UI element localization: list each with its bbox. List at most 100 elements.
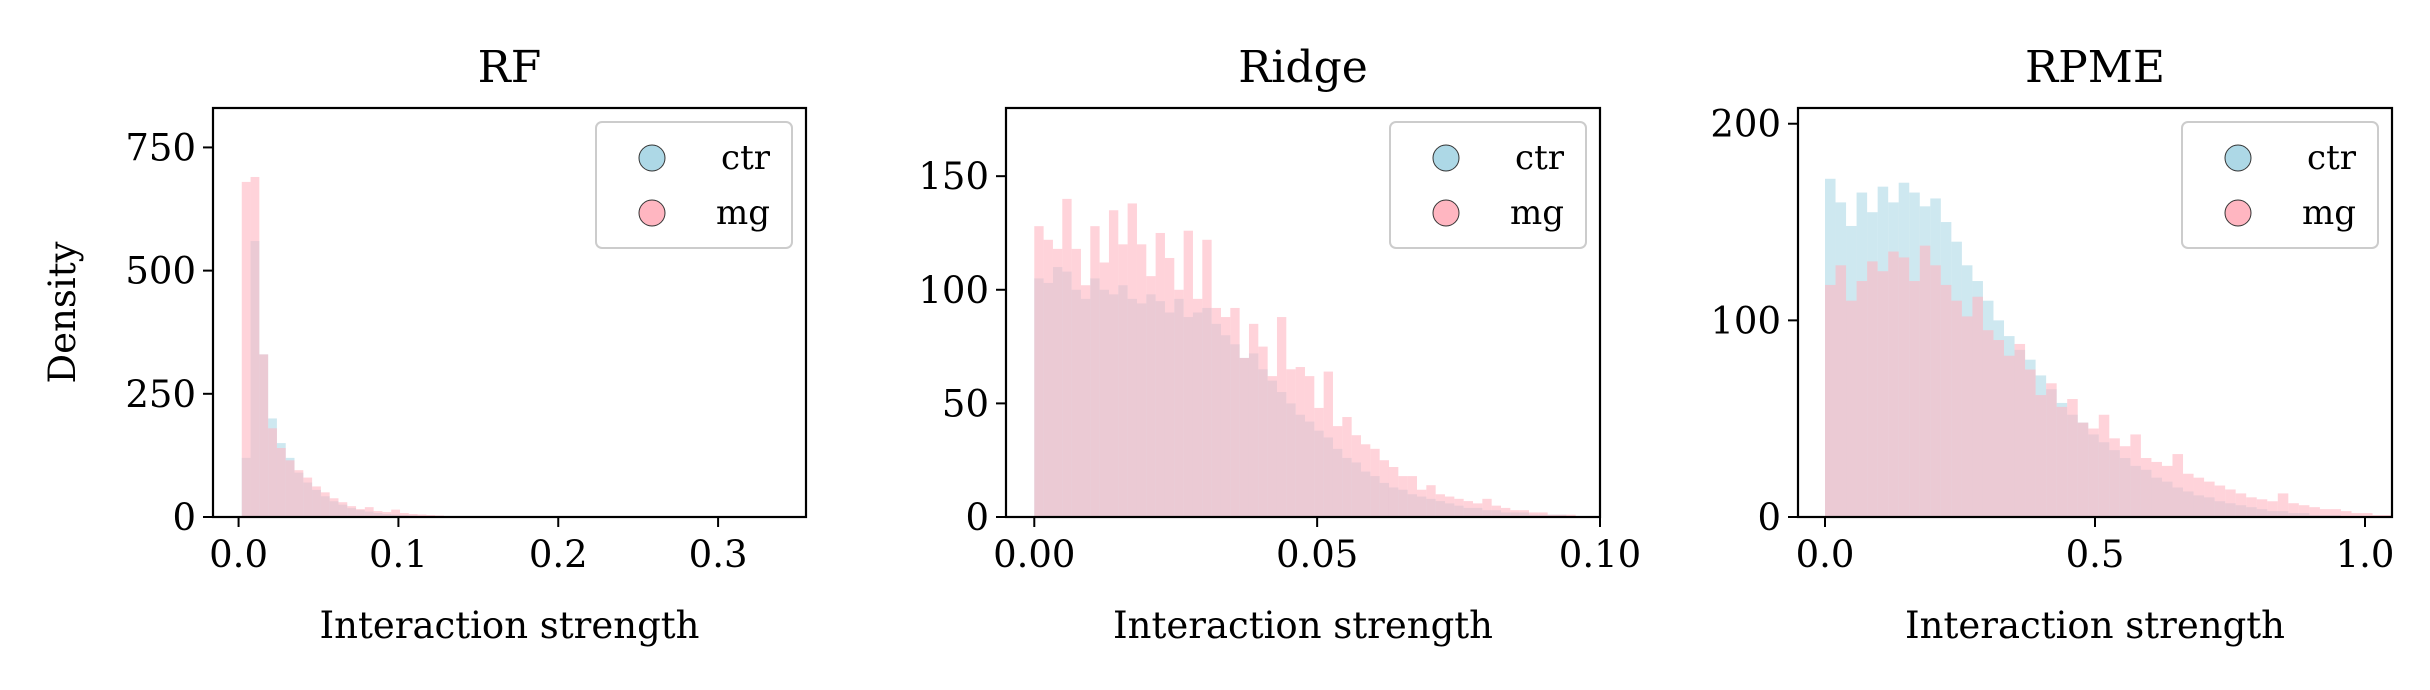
legend: ctr mg bbox=[2181, 121, 2379, 249]
bar-mg bbox=[1314, 407, 1324, 517]
x-tick-label: 0.05 bbox=[1276, 533, 1358, 576]
legend-label-ctr: ctr bbox=[721, 138, 771, 178]
bar-mg bbox=[1286, 369, 1296, 517]
chart-title: RF bbox=[478, 42, 542, 93]
bar-mg bbox=[2088, 428, 2099, 517]
bar-mg bbox=[2056, 406, 2068, 517]
legend: ctr mg bbox=[1389, 121, 1587, 249]
bar-mg bbox=[1052, 248, 1063, 517]
bar-mg bbox=[1080, 285, 1091, 517]
bar-mg bbox=[1435, 494, 1445, 517]
bar-mg bbox=[1519, 510, 1530, 517]
bar-mg bbox=[2235, 493, 2247, 517]
y-tick-label: 0 bbox=[965, 496, 989, 539]
y-tick-label: 100 bbox=[1710, 299, 1781, 342]
bar-mg bbox=[2288, 503, 2299, 517]
bar-mg bbox=[2130, 434, 2141, 517]
bar-mg bbox=[347, 506, 357, 517]
y-tick-label: 100 bbox=[918, 269, 989, 312]
bar-mg bbox=[2077, 422, 2089, 517]
bar-mg bbox=[1972, 296, 1983, 517]
bar-mg bbox=[2161, 465, 2173, 517]
bar-mg bbox=[1155, 232, 1165, 517]
bar-mg bbox=[276, 448, 286, 517]
bar-mg bbox=[1174, 289, 1184, 517]
bar-mg bbox=[1501, 507, 1511, 517]
bar-mg bbox=[1388, 467, 1399, 517]
bar-mg bbox=[2035, 395, 2047, 517]
chart-panel-0: RF 0.0 0.1 0.2 0.3 0 250 500 750 Interaction stre… bbox=[41, 42, 808, 647]
bar-mg bbox=[2267, 501, 2278, 517]
bar-mg bbox=[1930, 265, 1941, 517]
bar-mg bbox=[1192, 298, 1203, 517]
bar-mg bbox=[2151, 461, 2162, 517]
bar-mg bbox=[294, 470, 304, 517]
bar-mg bbox=[1136, 244, 1147, 518]
axes-frame bbox=[1004, 106, 1602, 519]
legend-label-mg: mg bbox=[1510, 193, 1564, 233]
x-axis-label: Interaction strength bbox=[1113, 604, 1493, 647]
bar-mg bbox=[1248, 323, 1259, 517]
x-tick-label: 0.5 bbox=[2066, 533, 2125, 576]
bar-mg bbox=[303, 477, 313, 517]
series-mg bbox=[1825, 245, 2392, 517]
legend: ctr mg bbox=[595, 121, 793, 249]
x-tick-label: 0.2 bbox=[529, 533, 588, 576]
bar-mg bbox=[2256, 499, 2268, 517]
bar-mg bbox=[1342, 417, 1352, 517]
bar-mg bbox=[1351, 435, 1361, 517]
y-tick-label: 0 bbox=[172, 496, 196, 539]
bar-mg bbox=[1482, 498, 1492, 517]
y-tick-label: 750 bbox=[125, 126, 196, 169]
x-tick-label: 0.3 bbox=[689, 533, 748, 576]
bar-mg bbox=[1993, 340, 2005, 517]
bar-mg bbox=[1846, 300, 1857, 517]
bar-mg bbox=[1491, 505, 1501, 517]
bar-mg bbox=[2309, 507, 2320, 517]
bar-mg bbox=[1398, 476, 1408, 517]
bar-mg bbox=[382, 512, 392, 517]
bar-mg bbox=[1220, 317, 1231, 517]
legend-marker-ctr bbox=[2224, 144, 2252, 172]
bar-mg bbox=[1951, 300, 1962, 517]
bar-mg bbox=[2319, 509, 2331, 517]
bar-mg bbox=[1510, 510, 1520, 517]
bar-mg bbox=[1557, 514, 1567, 517]
bar-mg bbox=[1529, 512, 1539, 517]
bar-mg bbox=[1454, 498, 1464, 517]
bar-mg bbox=[2214, 485, 2226, 517]
bar-mg bbox=[1370, 448, 1380, 517]
bar-mg bbox=[1183, 230, 1193, 517]
bar-mg bbox=[1239, 357, 1249, 517]
bar-mg bbox=[1202, 239, 1212, 518]
x-tick-label: 0.10 bbox=[1559, 533, 1641, 576]
bar-mg bbox=[2204, 481, 2215, 517]
bar-mg bbox=[250, 176, 260, 517]
legend-label-mg: mg bbox=[716, 193, 770, 233]
bar-mg bbox=[259, 354, 269, 517]
bar-mg bbox=[2172, 454, 2184, 517]
bar-mg bbox=[1426, 485, 1436, 517]
bar-mg bbox=[1276, 317, 1287, 517]
bar-mg bbox=[329, 498, 339, 517]
series-mg bbox=[241, 176, 480, 518]
bar-mg bbox=[356, 509, 365, 517]
bar-mg bbox=[1472, 503, 1483, 517]
bar-mg bbox=[2140, 458, 2152, 517]
bar-mg bbox=[1146, 276, 1156, 517]
bar-mg bbox=[1118, 244, 1128, 518]
bar-mg bbox=[2109, 438, 2120, 517]
bar-mg bbox=[1323, 371, 1333, 517]
y-tick-label: 0 bbox=[1757, 496, 1781, 539]
bar-mg bbox=[1099, 262, 1109, 517]
legend-marker-ctr bbox=[638, 144, 666, 172]
bar-mg bbox=[1360, 444, 1371, 517]
bar-mg bbox=[1332, 426, 1343, 517]
bar-mg bbox=[1108, 210, 1119, 517]
bar-mg bbox=[2025, 369, 2036, 517]
bar-mg bbox=[1211, 307, 1221, 517]
legend-label-ctr: ctr bbox=[1515, 138, 1565, 178]
bar-mg bbox=[1127, 203, 1137, 517]
legend-label-ctr: ctr bbox=[2307, 138, 2357, 178]
